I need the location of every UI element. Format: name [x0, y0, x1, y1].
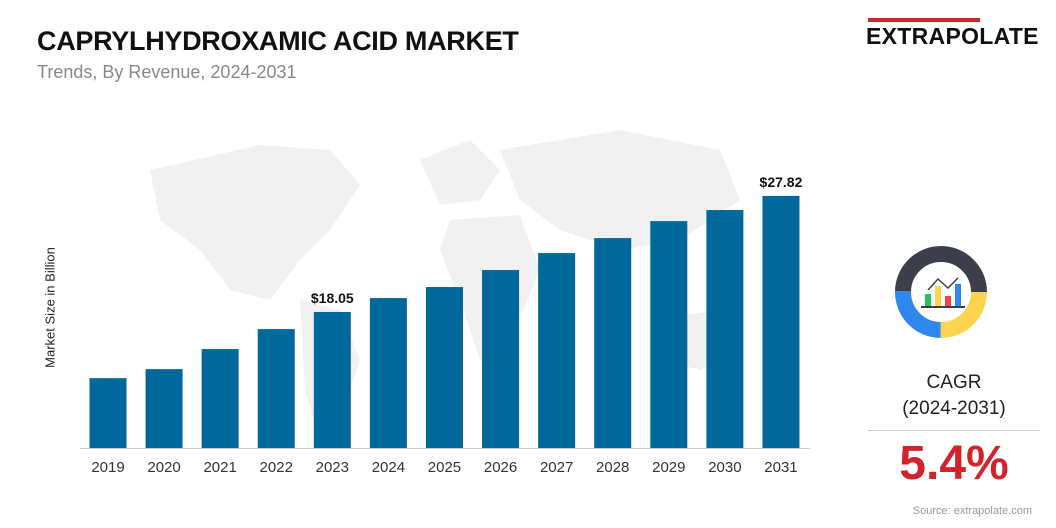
cagr-label: CAGR	[926, 372, 982, 393]
donut-chart-analytics-icon	[895, 246, 987, 338]
bar-2022	[257, 329, 295, 448]
source-note: Source: extrapolate.com	[912, 505, 1032, 517]
y-axis-label: Market Size in Billion	[42, 247, 58, 368]
bar-2027	[538, 253, 576, 448]
bar-2029	[650, 221, 688, 448]
x-tick-label: 2026	[484, 459, 517, 476]
data-label-2031: $27.82	[760, 174, 803, 190]
x-tick-label: 2029	[652, 459, 685, 476]
x-tick-label: 2020	[147, 459, 180, 476]
cagr-divider	[868, 430, 1040, 431]
bar-2028	[594, 238, 632, 448]
cagr-value: 5.4%	[899, 437, 1009, 490]
extrapolate-logo: EXTRAPOLATE	[866, 18, 1039, 50]
x-tick-label: 2021	[203, 459, 236, 476]
x-tick-label: 2028	[596, 459, 629, 476]
bar-2030	[706, 210, 744, 448]
logo-accent-bar	[868, 18, 980, 22]
logo-text: EXTRAPOLATE	[866, 23, 1039, 49]
bar-2031	[762, 195, 800, 448]
x-tick-label: 2027	[540, 459, 573, 476]
x-tick-label: 2030	[708, 459, 741, 476]
bar-2024	[369, 298, 407, 448]
x-tick-label: 2031	[764, 459, 797, 476]
x-tick-label: 2022	[260, 459, 293, 476]
page-subtitle: Trends, By Revenue, 2024-2031	[37, 62, 297, 82]
bar-2026	[482, 270, 520, 448]
bar-2025	[425, 287, 463, 448]
bar-2020	[145, 369, 183, 448]
x-tick-label: 2025	[428, 459, 461, 476]
x-tick-label: 2023	[316, 459, 349, 476]
x-tick-label: 2024	[372, 459, 405, 476]
cagr-period: (2024-2031)	[902, 398, 1006, 419]
bar-2021	[201, 349, 239, 448]
bar-2023	[313, 311, 351, 448]
page-title: CAPRYLHYDROXAMIC ACID MARKET	[37, 26, 519, 56]
bar-2019	[89, 378, 127, 448]
data-label-2023: $18.05	[311, 290, 354, 306]
x-tick-label: 2019	[91, 459, 124, 476]
